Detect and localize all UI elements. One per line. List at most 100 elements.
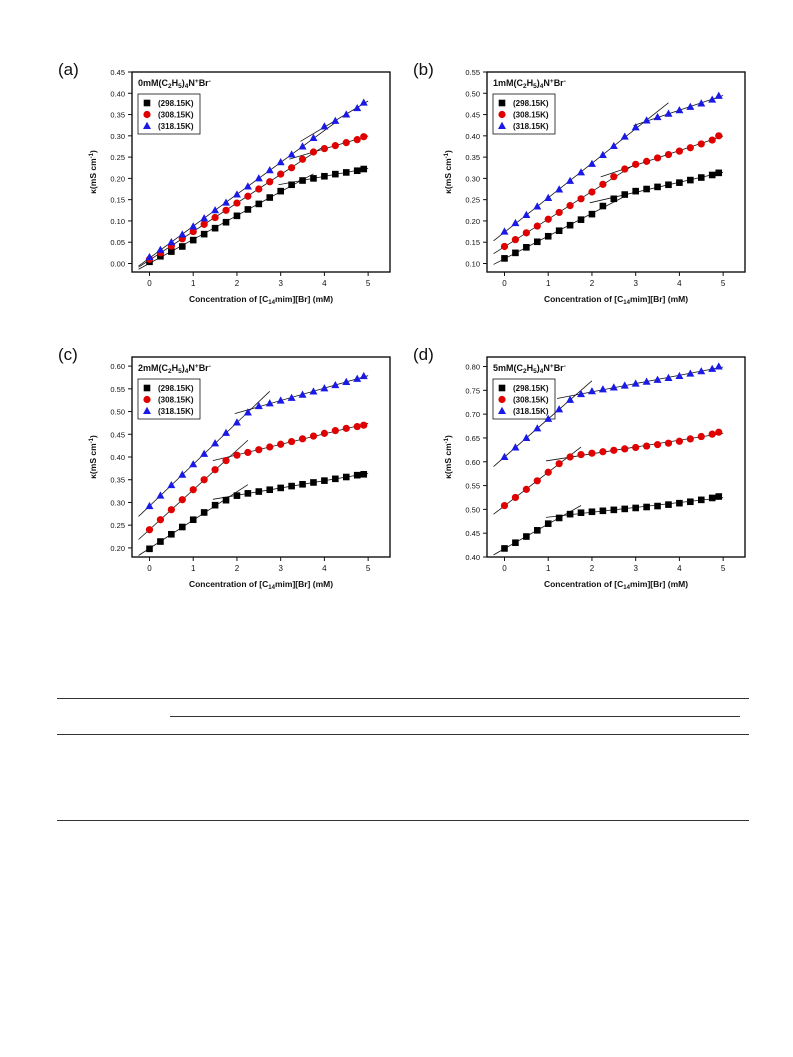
data-point (298, 435, 307, 443)
text-part: κ(mS cm (443, 443, 453, 479)
data-point (555, 208, 563, 217)
data-point (200, 214, 209, 222)
data-point (200, 476, 208, 484)
text-part: mim][Br] (mM) (630, 579, 688, 589)
legend-marker (498, 110, 506, 119)
table-top-rule (57, 698, 749, 699)
data-point (359, 98, 368, 106)
x-tick-label: 4 (677, 279, 682, 288)
data-point (697, 496, 705, 504)
data-point (156, 245, 165, 253)
text-part: N (543, 363, 550, 373)
data-point (320, 384, 329, 392)
y-tick-label: 0.15 (110, 196, 125, 205)
data-point (168, 248, 175, 255)
text-part: - (209, 363, 211, 370)
data-point (697, 99, 706, 107)
data-point (266, 443, 274, 451)
data-point (320, 144, 329, 153)
data-point (156, 491, 165, 499)
data-point (244, 206, 252, 213)
data-point (310, 479, 317, 486)
data-point (577, 216, 585, 223)
data-point (277, 170, 285, 178)
y-tick-label: 0.20 (110, 174, 125, 183)
data-point (566, 395, 575, 403)
x-tick-label: 1 (191, 564, 196, 573)
data-point (643, 185, 650, 193)
data-point (587, 159, 596, 167)
text-part: 4 (540, 83, 544, 90)
y-tick-label: 0.00 (110, 259, 125, 268)
x-axis-label: Concentration of [C14mim][Br] (mM) (189, 579, 333, 591)
data-point (167, 480, 176, 489)
legend-marker (143, 99, 151, 107)
data-point (566, 202, 574, 210)
text-part: -1 (444, 437, 450, 443)
text-part: Concentration of [C (544, 294, 623, 304)
data-point (266, 486, 274, 494)
y-tick-label: 0.35 (110, 111, 125, 120)
data-point (686, 369, 695, 377)
data-point (222, 206, 230, 214)
x-tick-label: 3 (633, 564, 638, 573)
legend-marker (498, 406, 506, 414)
y-tick-label: 0.40 (110, 89, 125, 98)
data-point (697, 432, 705, 441)
data-point (342, 169, 350, 176)
text-part: H (172, 363, 179, 373)
text-part: ) (88, 150, 98, 153)
text-part: κ(mS cm (88, 443, 98, 479)
data-point (708, 364, 717, 372)
data-point (360, 133, 368, 141)
data-point (533, 238, 541, 246)
data-point (555, 460, 563, 468)
data-point (353, 136, 361, 144)
data-point (653, 112, 662, 121)
data-point (708, 430, 716, 438)
data-point (708, 136, 716, 144)
x-tick-label: 2 (590, 564, 595, 573)
text-part: Concentration of [C (544, 579, 623, 589)
x-tick-label: 5 (721, 564, 726, 573)
text-part: 2 (168, 83, 172, 90)
chart-panel-c: (c) 0 1 2 3 4 5 0.20 0.25 0.30 0.35 0.40 0.45 0.50 0.… (58, 345, 400, 595)
data-point (500, 242, 509, 251)
data-point (511, 493, 520, 502)
data-point (254, 174, 263, 182)
text-part: - (564, 363, 566, 370)
y-tick-label: 0.30 (465, 174, 480, 183)
data-point (288, 181, 295, 189)
data-point (544, 193, 553, 201)
data-point (145, 501, 154, 510)
data-point (353, 471, 361, 479)
data-point (676, 499, 683, 507)
data-point (697, 367, 706, 375)
plot-frame (486, 356, 746, 558)
data-point (566, 221, 574, 229)
chart-b-svg: 0 1 2 3 4 50.100.150.200.250.300.350.400.450.… (443, 68, 746, 306)
x-axis-label: Concentration of [C14mim][Br] (mM) (189, 294, 333, 306)
data-point (189, 222, 198, 230)
data-point (654, 183, 661, 191)
data-point (156, 516, 165, 524)
data-point (631, 379, 640, 387)
data-point (255, 488, 263, 495)
data-point (599, 448, 607, 456)
chart-panel-b: (b) 0 1 2 3 4 5 0.10 0.15 0.20 0.25 0.30 0.35 0.40 0.… (413, 60, 755, 310)
data-point (342, 424, 350, 432)
data-point (360, 165, 368, 173)
data-point (577, 509, 585, 517)
data-point (167, 238, 176, 246)
y-tick-label: 0.15 (465, 238, 480, 247)
data-point (360, 421, 368, 429)
y-tick-label: 0.20 (110, 544, 125, 553)
data-point (359, 371, 368, 380)
data-point (298, 390, 307, 398)
y-axis-label: κ(mS cm-1) (88, 150, 98, 194)
y-tick-label: 0.40 (465, 553, 480, 562)
data-point (708, 494, 716, 502)
data-point (277, 484, 284, 492)
data-point (266, 194, 274, 201)
legend-marker (498, 99, 506, 107)
